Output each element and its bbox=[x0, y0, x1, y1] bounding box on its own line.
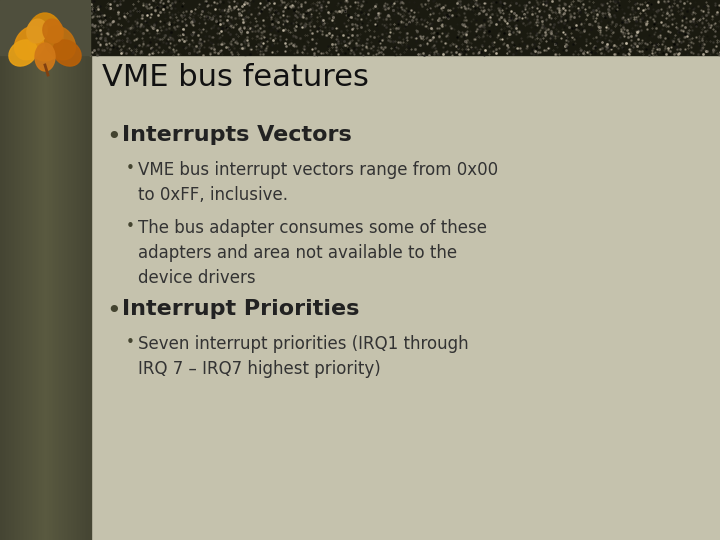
Text: The bus adapter consumes some of these
adapters and area not available to the
de: The bus adapter consumes some of these a… bbox=[138, 219, 487, 287]
Bar bbox=[11, 0, 12, 540]
Text: •: • bbox=[126, 219, 135, 234]
Bar bbox=[90, 0, 720, 55]
Bar bbox=[89, 0, 91, 540]
Bar bbox=[27, 0, 29, 540]
Bar bbox=[72, 0, 74, 540]
Bar bbox=[37, 0, 40, 540]
Bar bbox=[39, 0, 41, 540]
Bar bbox=[61, 0, 63, 540]
Bar bbox=[53, 0, 55, 540]
Bar bbox=[68, 0, 70, 540]
Bar bbox=[15, 0, 17, 540]
Bar bbox=[36, 0, 38, 540]
Bar bbox=[32, 0, 34, 540]
Ellipse shape bbox=[43, 19, 63, 43]
Text: Interrupt Priorities: Interrupt Priorities bbox=[122, 299, 359, 319]
Bar bbox=[57, 0, 59, 540]
Bar bbox=[0, 0, 2, 540]
Bar bbox=[35, 0, 37, 540]
Text: VME bus features: VME bus features bbox=[102, 63, 369, 92]
Bar bbox=[69, 0, 71, 540]
Bar bbox=[3, 0, 5, 540]
Text: Seven interrupt priorities (IRQ1 through
IRQ 7 – IRQ7 highest priority): Seven interrupt priorities (IRQ1 through… bbox=[138, 335, 469, 378]
Bar bbox=[24, 0, 26, 540]
Bar bbox=[75, 0, 77, 540]
Bar bbox=[21, 0, 23, 540]
Bar bbox=[66, 0, 68, 540]
Bar bbox=[18, 0, 20, 540]
Text: VME bus interrupt vectors range from 0x00
to 0xFF, inclusive.: VME bus interrupt vectors range from 0x0… bbox=[138, 161, 498, 204]
Ellipse shape bbox=[53, 40, 81, 66]
Bar bbox=[4, 0, 6, 540]
Text: •: • bbox=[126, 161, 135, 176]
Bar bbox=[86, 0, 88, 540]
Bar bbox=[17, 0, 19, 540]
Bar bbox=[71, 0, 73, 540]
Bar bbox=[30, 0, 32, 540]
Ellipse shape bbox=[35, 43, 55, 71]
Bar bbox=[51, 0, 53, 540]
Text: Interrupts Vectors: Interrupts Vectors bbox=[122, 125, 352, 145]
Bar bbox=[81, 0, 83, 540]
Text: •: • bbox=[126, 335, 135, 350]
Bar bbox=[78, 0, 80, 540]
Bar bbox=[29, 0, 30, 540]
Bar bbox=[42, 0, 44, 540]
Bar bbox=[60, 0, 62, 540]
Text: •: • bbox=[106, 125, 121, 149]
Bar bbox=[63, 0, 65, 540]
Bar bbox=[58, 0, 60, 540]
Bar bbox=[12, 0, 14, 540]
Bar bbox=[9, 0, 11, 540]
Bar bbox=[25, 0, 27, 540]
Bar bbox=[55, 0, 58, 540]
Bar bbox=[19, 0, 22, 540]
Ellipse shape bbox=[27, 19, 47, 43]
Bar bbox=[79, 0, 81, 540]
Text: •: • bbox=[106, 299, 121, 323]
Ellipse shape bbox=[27, 13, 63, 61]
Ellipse shape bbox=[9, 40, 37, 66]
Bar bbox=[65, 0, 66, 540]
Bar bbox=[40, 0, 42, 540]
Bar bbox=[48, 0, 50, 540]
Ellipse shape bbox=[45, 26, 76, 60]
Bar bbox=[7, 0, 9, 540]
Bar bbox=[54, 0, 56, 540]
Bar bbox=[73, 0, 76, 540]
Bar bbox=[90, 0, 720, 540]
Bar bbox=[43, 0, 45, 540]
Bar bbox=[33, 0, 35, 540]
Ellipse shape bbox=[14, 26, 45, 60]
Bar bbox=[1, 0, 4, 540]
Bar bbox=[22, 0, 24, 540]
Bar bbox=[0, 0, 90, 55]
Bar bbox=[45, 0, 47, 540]
Bar bbox=[87, 0, 89, 540]
Bar bbox=[14, 0, 16, 540]
Bar bbox=[83, 0, 84, 540]
Bar bbox=[47, 0, 48, 540]
Bar bbox=[76, 0, 78, 540]
Bar bbox=[84, 0, 86, 540]
Bar bbox=[6, 0, 8, 540]
Bar bbox=[50, 0, 52, 540]
